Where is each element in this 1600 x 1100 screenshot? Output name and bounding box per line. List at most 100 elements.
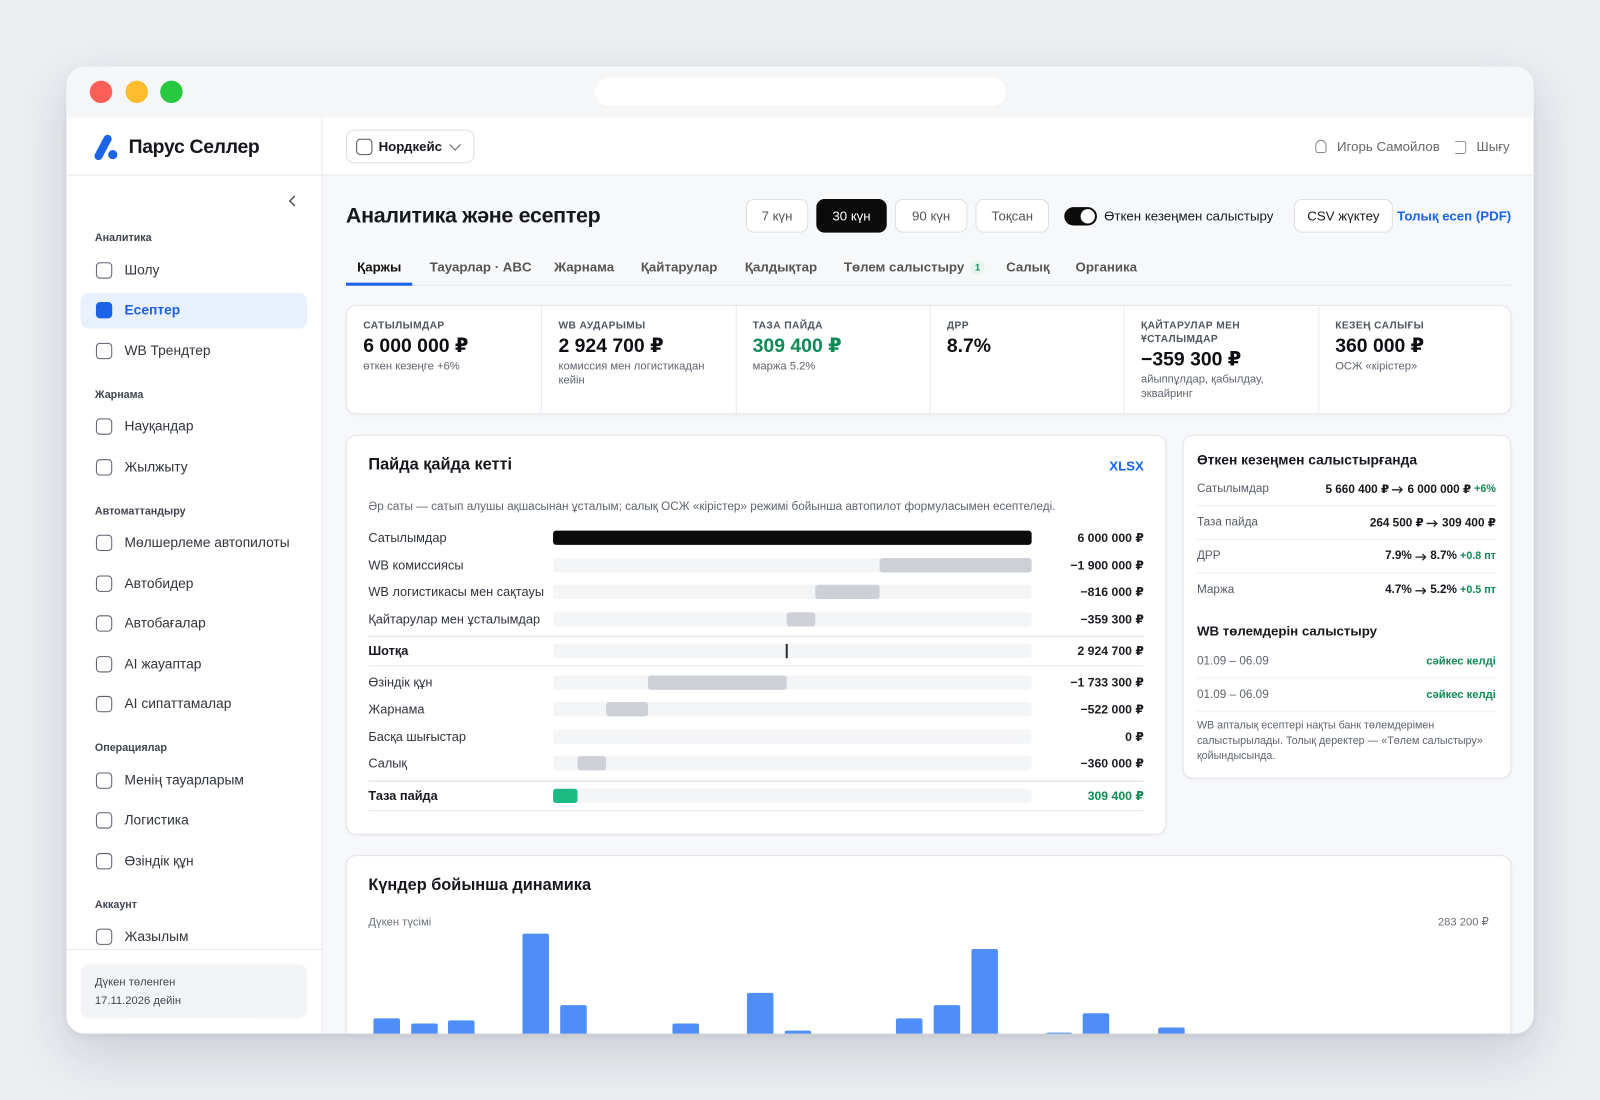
bar-track [553, 643, 1032, 659]
waterfall-label: WB логистикасы мен сақтауы [368, 584, 545, 599]
sidebar-item[interactable]: Науқандар [124, 418, 194, 434]
bar-track [553, 788, 1032, 804]
bar [746, 992, 774, 1034]
card [1182, 434, 1512, 779]
tab[interactable]: Салық [1006, 259, 1050, 275]
kpi-label: САТЫЛЫМДАР [363, 320, 445, 332]
export-link[interactable]: XLSX [1109, 458, 1144, 474]
waterfall-label: Басқа шығыстар [368, 729, 466, 744]
arrow-path [1392, 486, 1404, 494]
logout[interactable]: Шығу [1476, 138, 1510, 155]
bar-track [553, 756, 1032, 771]
bar [448, 1020, 475, 1034]
waterfall-value: −360 000 ₽ [1080, 756, 1144, 771]
tab[interactable]: Қалдықтар [744, 259, 818, 275]
arrow-icon [1392, 486, 1404, 494]
waterfall-label: Шотқа [368, 643, 409, 659]
pdf-link[interactable]: Толық есеп (PDF) [1397, 207, 1512, 223]
sidebar-item[interactable]: Жылжыту [124, 458, 188, 474]
kpi-value: −359 300 ₽ [1141, 348, 1242, 371]
collapse-button[interactable] [286, 194, 300, 208]
csv-button[interactable] [1293, 198, 1393, 233]
tab[interactable]: Жарнама [554, 259, 615, 275]
tab[interactable]: Қайтарулар [640, 259, 718, 275]
tab[interactable]: Қаржы [357, 259, 402, 275]
store-name: Нордкейс [378, 138, 442, 155]
sidebar-item[interactable]: AI жауаптар [124, 655, 202, 671]
store-selector[interactable] [345, 129, 475, 164]
period-button[interactable] [975, 198, 1049, 233]
compare-label: Маржа [1196, 583, 1235, 596]
period-button[interactable] [816, 198, 887, 233]
sidebar-item[interactable]: Мөлшерлеме автопилоты [124, 534, 290, 550]
period-button[interactable] [745, 198, 809, 233]
sidebar-item[interactable]: Жазылым [124, 928, 189, 944]
toggle-knob [1080, 209, 1095, 224]
sidebar-item[interactable]: WB Трендтер [124, 342, 211, 358]
logout-icon [1455, 140, 1467, 155]
compare-values: 264 500 ₽ 309 400 ₽ [1292, 512, 1496, 532]
sidebar-item[interactable]: Автобидер [124, 574, 194, 591]
sidebar-item[interactable]: Есептер [124, 302, 181, 318]
sidebar-item[interactable]: Өзіндік құн [124, 852, 194, 868]
kpi: WB АУДАРЫМЫ 2 924 700 ₽ комиссия мен логис… [541, 306, 735, 414]
compare-delta: +0.8 пт [1460, 549, 1496, 563]
icon [95, 342, 113, 359]
window-button[interactable] [125, 80, 148, 104]
waterfall-label: Өзіндік құн [368, 675, 433, 690]
bar [560, 1005, 587, 1034]
kpi-note: айыппұлдар, қабылдау, эквайринг [1141, 373, 1264, 400]
icon [95, 655, 113, 672]
icon [95, 418, 113, 435]
bar [1157, 1027, 1185, 1034]
kpi-note: маржа 5.2% [752, 360, 816, 373]
row-separator [1196, 711, 1496, 713]
card-title: Өткен кезеңмен салыстырғанда [1196, 452, 1418, 468]
kpi: САТЫЛЫМДАР 6 000 000 ₽ өткен кезеңге +6% [347, 306, 541, 413]
footer-text: 17.11.2026 дейін [94, 994, 182, 1008]
sidebar-footer [80, 964, 308, 1019]
csv-label: CSV жүктеу [1307, 207, 1380, 223]
waterfall-bar [880, 558, 1032, 573]
window-button[interactable] [89, 80, 113, 104]
sidebar-item[interactable]: AI сипаттамалар [124, 695, 232, 712]
waterfall-bar [553, 788, 578, 804]
bar [410, 1023, 438, 1034]
period-label: Тоқсан [991, 207, 1034, 223]
arrow-icon [1414, 587, 1427, 595]
icon [95, 695, 113, 713]
bar [784, 1030, 811, 1034]
payment-period: 01.09 – 06.09 [1196, 688, 1269, 701]
row-separator [368, 780, 1144, 782]
arrow-path [1426, 519, 1438, 527]
arrow [1392, 485, 1404, 494]
waterfall-bar [553, 530, 1032, 545]
kpi-value: 8.7% [946, 335, 992, 358]
sidebar-item[interactable]: Шолу [124, 261, 160, 278]
sidebar-section-title: Операциялар [94, 741, 167, 755]
period-button[interactable] [894, 198, 968, 233]
sidebar-item[interactable]: Менің тауарларым [124, 771, 244, 788]
card [345, 434, 1167, 835]
sidebar-item[interactable]: Автобағалар [124, 615, 206, 631]
tab[interactable]: Төлем салыстыру [843, 259, 965, 275]
card-title: Күндер бойынша динамика [368, 876, 592, 894]
chevron-left [288, 195, 296, 207]
tab[interactable]: Органика [1075, 259, 1138, 275]
sidebar-item[interactable]: Логистика [124, 812, 189, 828]
arrow-path [1414, 587, 1427, 595]
y-axis-label: Дүкен түсімі [368, 916, 432, 929]
icon [95, 458, 113, 475]
tabs-border [345, 284, 1512, 286]
kpi-value: 6 000 000 ₽ [363, 335, 469, 358]
kpi-value: 2 924 700 ₽ [558, 335, 664, 358]
sidebar-section-title: Аналитика [94, 231, 152, 244]
arrow-icon [1426, 519, 1438, 527]
waterfall-value: −1 900 000 ₽ [1070, 558, 1144, 573]
window-button[interactable] [160, 80, 183, 104]
user-icon [1315, 139, 1327, 154]
tab[interactable]: Тауарлар · ABC [429, 259, 532, 275]
kpi-label: WB АУДАРЫМЫ [558, 320, 646, 332]
waterfall-label: Таза пайда [368, 788, 438, 804]
